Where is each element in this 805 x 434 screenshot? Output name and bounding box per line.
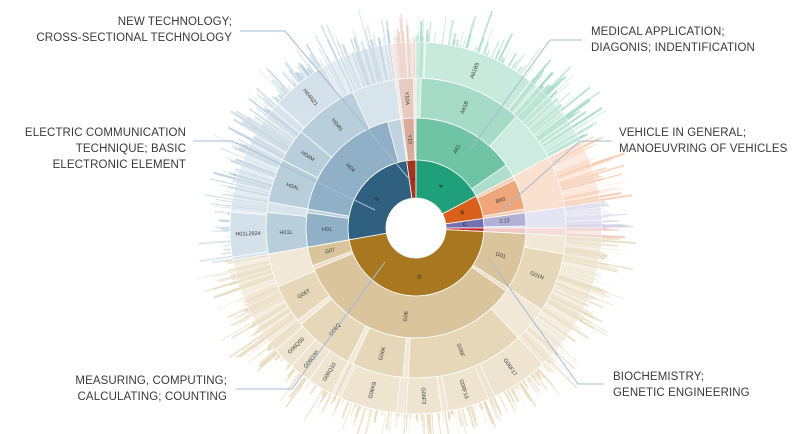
leader-line-biochemistry <box>487 257 604 385</box>
segment-label: H04 <box>344 163 355 174</box>
segment-label: C12 <box>499 218 510 225</box>
annotation-line: CROSS-SECTIONAL TECHNOLOGY <box>36 32 232 44</box>
annotation-electric: ELECTRIC COMMUNICATION TECHNIQUE; BASIC … <box>25 125 186 173</box>
segment-label: G01 <box>495 251 507 260</box>
segment-label: H01L2924 <box>235 231 261 238</box>
segment-h01l2924[interactable] <box>229 211 269 258</box>
segment-label: A61B5 <box>470 62 481 80</box>
leader-line-new-technology <box>240 30 411 181</box>
segment-g01n[interactable] <box>507 246 565 311</box>
segment-g06k9[interactable] <box>339 364 401 414</box>
annotation-line: GENETIC ENGINEERING <box>613 387 750 399</box>
segment-c12[interactable] <box>482 212 527 228</box>
segment-a61b5[interactable] <box>423 41 532 111</box>
annotation-line: ELECTRONIC ELEMENT <box>52 159 186 171</box>
segment-label: B <box>460 210 466 217</box>
segment-label: A <box>438 183 445 190</box>
segment-g06q50[interactable] <box>275 325 317 367</box>
segment-label: B60 <box>495 197 506 206</box>
annotation-line: MANOEUVRING OF VEHICLES <box>619 143 788 155</box>
segment-label: H01L <box>279 230 292 236</box>
annotation-line: TECHNIQUE; BASIC <box>75 143 186 155</box>
segment-label: G06K9 <box>368 381 378 399</box>
segment-label: C <box>463 222 467 228</box>
leader-lines <box>193 30 612 390</box>
annotation-line: ELECTRIC COMMUNICATION <box>24 127 186 139</box>
segment-label: A61B <box>460 100 471 115</box>
segment-label: Y10A <box>403 91 410 105</box>
leader-line-electric <box>193 140 376 211</box>
segment-label: H04L <box>285 182 299 192</box>
annotation-vehicle: VEHICLE IN GENERAL; MANOEUVRING OF VEHIC… <box>619 125 787 157</box>
segment-label: G07 <box>324 247 336 255</box>
segment-g06f3[interactable] <box>405 376 443 415</box>
segment-label: H <box>373 196 380 203</box>
segment-h04n21[interactable] <box>277 66 342 129</box>
segment-label: G06K <box>378 346 388 361</box>
annotation-line: CALCULATING; COUNTING <box>77 391 227 403</box>
annotation-biochemistry: BIOCHEMISTRY; GENETIC ENGINEERING <box>613 369 750 401</box>
annotation-line: MEDICAL APPLICATION; <box>591 26 725 38</box>
segment-g06f19[interactable] <box>441 365 490 412</box>
leader-line-medical <box>469 39 582 151</box>
sunburst-rings <box>229 41 603 415</box>
annotation-line: BIOCHEMISTRY; <box>613 371 705 383</box>
annotation-line: VEHICLE IN GENERAL; <box>619 127 747 139</box>
segment-label: G06F3 <box>420 387 427 404</box>
leader-line-vehicle <box>499 140 612 213</box>
annotation-line: MEASURING, COMPUTING; <box>75 375 227 387</box>
segment-label: G06 <box>403 311 410 322</box>
annotation-line: DIAGONIS; INDENTIFICATION <box>591 42 755 54</box>
segment-y10a[interactable] <box>397 77 415 120</box>
segment-g06f17[interactable] <box>478 337 544 398</box>
segment-label: G06F19 <box>458 379 469 400</box>
segment-label: Y <box>409 177 415 181</box>
segment-label: G06F <box>455 343 466 359</box>
segment-g06t[interactable] <box>277 270 330 321</box>
annotation-medical: MEDICAL APPLICATION; DIAGONIS; INDENTIFI… <box>591 24 755 56</box>
segment-b60[interactable] <box>476 179 525 217</box>
leader-line-measuring <box>236 261 386 390</box>
annotation-new-technology: NEW TECHNOLOGY; CROSS-SECTIONAL TECHNOLO… <box>36 14 232 46</box>
segment-band-c[interactable] <box>564 201 603 229</box>
segment-label: G01N <box>529 271 545 282</box>
segment-label: A61 <box>453 144 463 155</box>
annotation-line: NEW TECHNOLOGY; <box>117 16 232 28</box>
annotation-measuring: MEASURING, COMPUTING; CALCULATING; COUNT… <box>75 373 227 405</box>
segment-label: Y10 <box>406 134 413 144</box>
segment-label: H01 <box>322 227 332 233</box>
segment-label: G <box>415 275 421 280</box>
